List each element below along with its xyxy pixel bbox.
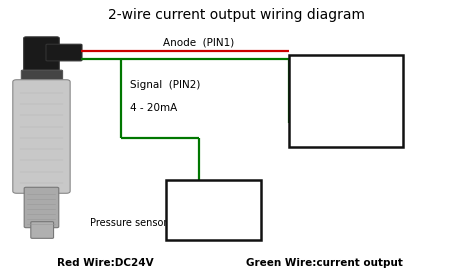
Bar <box>289 55 403 147</box>
FancyBboxPatch shape <box>21 70 63 88</box>
Text: Anode  (PIN1): Anode (PIN1) <box>164 38 235 48</box>
FancyBboxPatch shape <box>24 37 59 78</box>
FancyBboxPatch shape <box>31 222 54 238</box>
Text: +: + <box>298 60 308 73</box>
Text: Signal  (PIN2): Signal (PIN2) <box>130 80 201 90</box>
FancyBboxPatch shape <box>24 187 59 228</box>
Text: Instruments: Instruments <box>184 222 243 232</box>
Text: −: − <box>298 108 308 121</box>
Bar <box>166 180 261 240</box>
FancyBboxPatch shape <box>46 44 82 61</box>
Text: −: − <box>219 187 229 200</box>
Text: 24VDC: 24VDC <box>298 78 338 91</box>
Text: 2-wire current output wiring diagram: 2-wire current output wiring diagram <box>109 8 365 22</box>
Text: 4 - 20mA: 4 - 20mA <box>130 103 178 113</box>
Text: Green Wire:current output: Green Wire:current output <box>246 258 403 268</box>
Text: Red Wire:DC24V: Red Wire:DC24V <box>57 258 154 268</box>
FancyBboxPatch shape <box>13 80 70 193</box>
Text: Pressure sensor: Pressure sensor <box>90 218 167 229</box>
Text: Power: Power <box>363 85 394 95</box>
Text: +: + <box>176 187 186 197</box>
